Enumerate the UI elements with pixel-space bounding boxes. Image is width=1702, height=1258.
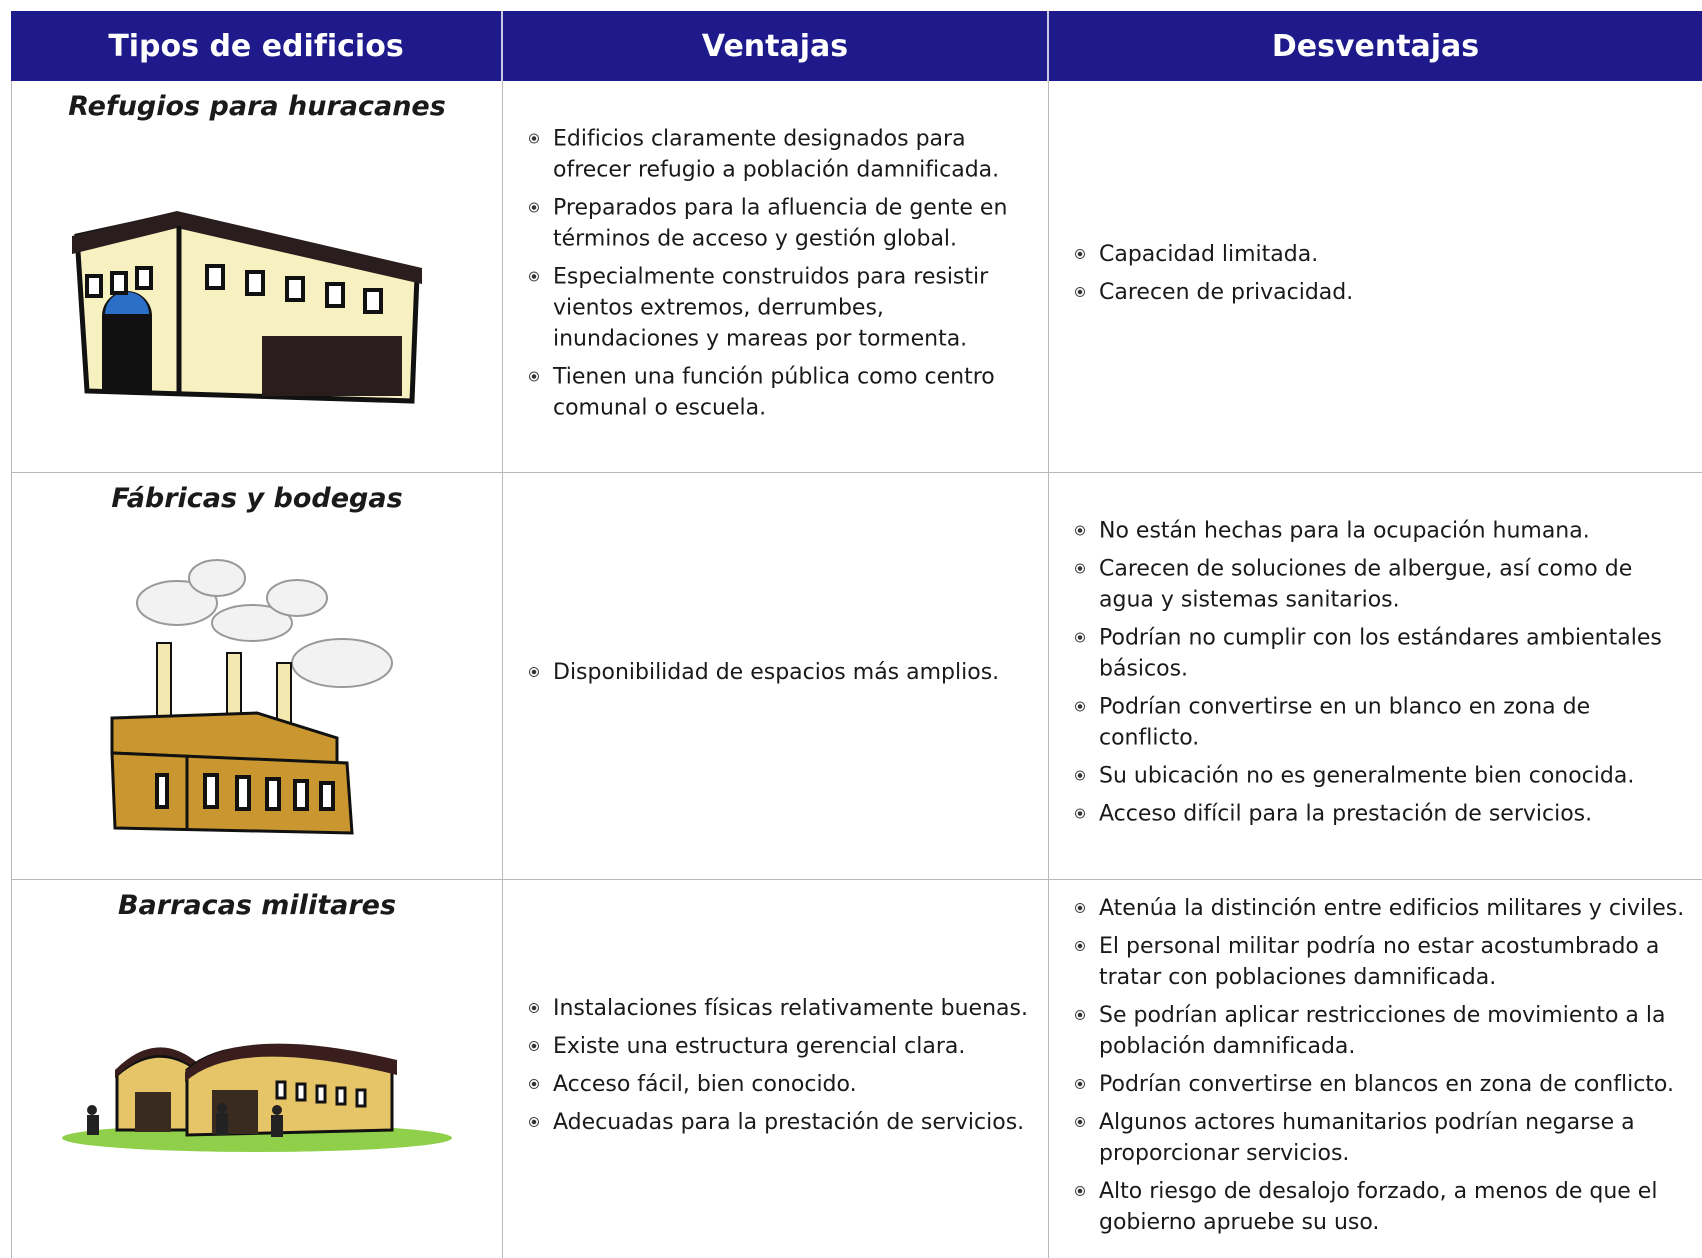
advantages-list: Disponibilidad de espacios más amplios. (503, 657, 1048, 695)
row-title: Refugios para huracanes (68, 91, 446, 122)
disadvantages-list: No están hechas para la ocupación humana… (1049, 516, 1702, 837)
list-item: Acceso difícil para la prestación de ser… (1075, 799, 1690, 830)
list-item: Capacidad limitada. (1075, 239, 1690, 270)
list-item: Existe una estructura gerencial clara. (529, 1031, 1036, 1062)
list-item: Adecuadas para la prestación de servicio… (529, 1107, 1036, 1138)
row-title: Barracas militares (117, 890, 397, 921)
illustration (12, 553, 502, 843)
list-item: Algunos actores humanitarios podrían neg… (1075, 1107, 1690, 1169)
disadvantages-cell: Atenúa la distinción entre edificios mil… (1049, 880, 1702, 1258)
list-item: Instalaciones físicas relativamente buen… (529, 993, 1036, 1024)
list-item: Tienen una función pública como centro c… (529, 361, 1036, 423)
list-item: Carecen de soluciones de albergue, así c… (1075, 554, 1690, 616)
list-item: Alto riesgo de desalojo forzado, a menos… (1075, 1176, 1690, 1238)
list-item: Se podrían aplicar restricciones de movi… (1075, 1000, 1690, 1062)
disadvantages-cell: Capacidad limitada. Carecen de privacidad… (1049, 81, 1702, 473)
advantages-list: Edificios claramente designados para ofr… (503, 123, 1048, 430)
list-item: Edificios claramente designados para ofr… (529, 123, 1036, 185)
header-cell: Desventajas (1049, 11, 1702, 81)
list-item: Disponibilidad de espacios más amplios. (529, 657, 1036, 688)
list-item: Podrían convertirse en blancos en zona d… (1075, 1069, 1690, 1100)
header-cell: Tipos de edificios (11, 11, 503, 81)
list-item: Acceso fácil, bien conocido. (529, 1069, 1036, 1100)
list-item: Preparados para la afluencia de gente en… (529, 192, 1036, 254)
list-item: No están hechas para la ocupación humana… (1075, 516, 1690, 547)
advantages-cell: Disponibilidad de espacios más amplios. (503, 473, 1049, 880)
list-item: Podrían convertirse en un blanco en zona… (1075, 692, 1690, 754)
header-cell: Ventajas (503, 11, 1049, 81)
disadvantages-list: Atenúa la distinción entre edificios mil… (1049, 893, 1702, 1245)
row-title: Fábricas y bodegas (111, 483, 403, 514)
disadvantages-cell: No están hechas para la ocupación humana… (1049, 473, 1702, 880)
advantages-cell: Instalaciones físicas relativamente buen… (503, 880, 1049, 1258)
list-item: El personal militar podría no estar acos… (1075, 931, 1690, 993)
advantages-cell: Edificios claramente designados para ofr… (503, 81, 1049, 473)
type-cell: Fábricas y bodegas (11, 473, 503, 880)
disadvantages-list: Capacidad limitada. Carecen de privacidad… (1049, 239, 1702, 315)
list-item: Atenúa la distinción entre edificios mil… (1075, 893, 1690, 924)
list-item: Carecen de privacidad. (1075, 277, 1690, 308)
shelter-icon (72, 211, 422, 404)
list-item: Podrían no cumplir con los estándares am… (1075, 623, 1690, 685)
list-item: Especialmente construidos para resistir … (529, 261, 1036, 354)
type-cell: Refugios para huracanes (11, 81, 503, 473)
advantages-list: Instalaciones físicas relativamente buen… (503, 993, 1048, 1145)
factory-icon (110, 559, 393, 835)
table: Tipos de edificios Ventajas Desventajas … (11, 11, 1702, 1258)
illustration (12, 206, 502, 406)
barracks-icon (62, 1043, 452, 1152)
list-item: Su ubicación no es generalmente bien con… (1075, 761, 1690, 792)
illustration (12, 1030, 502, 1160)
type-cell: Barracas militares (11, 880, 503, 1258)
